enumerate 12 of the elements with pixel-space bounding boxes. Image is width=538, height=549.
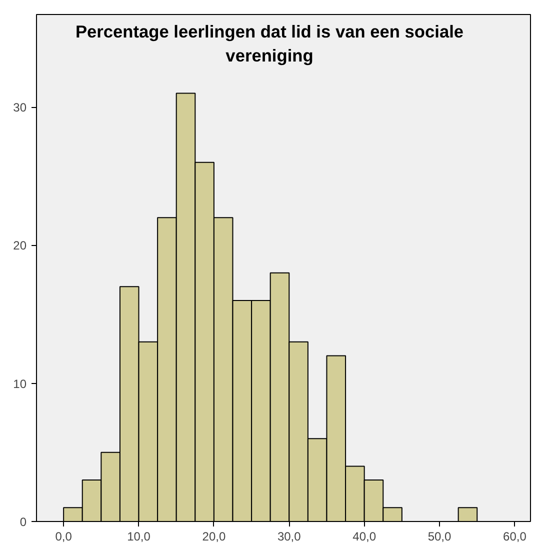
x-tick-label: 20,0: [202, 530, 226, 544]
y-tick-label: 10: [13, 376, 27, 391]
x-tick-label: 50,0: [428, 530, 452, 544]
x-tick-label: 40,0: [352, 530, 376, 544]
x-tick-label: 30,0: [277, 530, 302, 544]
text: Percentage leerlingen dat lid is van een sociale vereniging: [75, 22, 464, 66]
y-tick-label: 20: [13, 238, 27, 253]
x-tick-label: 60,0: [503, 530, 527, 544]
y-tick-label: 30: [13, 100, 27, 115]
x-tick-label: 0,0: [55, 530, 72, 544]
y-tick-label: 0: [20, 515, 27, 529]
x-tick-label: 10,0: [127, 530, 151, 544]
